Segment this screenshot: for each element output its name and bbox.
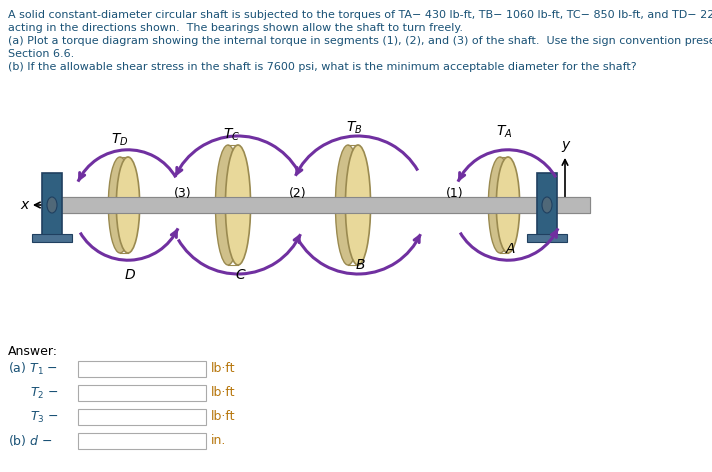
Text: C: C [235,268,245,282]
Ellipse shape [542,197,552,213]
Text: Answer:: Answer: [8,345,58,358]
Ellipse shape [226,145,251,265]
Bar [78,361,206,377]
Text: A solid constant-diameter circular shaft is subjected to the torques of TA− 430 : A solid constant-diameter circular shaft… [8,10,712,20]
Text: (a) Plot a torque diagram showing the internal torque in segments (1), (2), and : (a) Plot a torque diagram showing the in… [8,36,712,46]
Text: lb·ft: lb·ft [211,411,236,423]
Ellipse shape [345,145,371,265]
Text: (a) $T_1$ $-$: (a) $T_1$ $-$ [8,361,58,377]
Text: $T_2$ $-$: $T_2$ $-$ [30,386,58,401]
Ellipse shape [335,145,360,265]
Bar [78,433,206,449]
Ellipse shape [108,157,132,253]
Bar [78,409,206,425]
Text: y: y [561,138,569,152]
Text: Section 6.6.: Section 6.6. [8,49,74,59]
Text: in.: in. [211,435,226,447]
Ellipse shape [47,197,57,213]
Text: (1): (1) [446,186,464,200]
Bar [32,234,72,242]
Bar [78,385,206,401]
Bar [50,197,590,213]
Ellipse shape [488,157,512,253]
Text: acting in the directions shown.  The bearings shown allow the shaft to turn free: acting in the directions shown. The bear… [8,23,463,33]
Text: x: x [20,198,28,212]
Text: A: A [506,242,515,256]
Text: lb·ft: lb·ft [211,362,236,376]
Text: $T_{D}$: $T_{D}$ [111,132,129,148]
Ellipse shape [116,157,140,253]
Ellipse shape [496,157,520,253]
Bar [527,234,567,242]
Text: $T_3$ $-$: $T_3$ $-$ [30,409,58,424]
Bar [42,173,62,237]
Bar [537,173,557,237]
Bar [50,197,590,213]
Text: $T_{A}$: $T_{A}$ [496,124,512,140]
Ellipse shape [216,145,241,265]
Text: (2): (2) [289,186,307,200]
Text: (b) $d$ $-$: (b) $d$ $-$ [8,433,53,448]
Text: $T_{C}$: $T_{C}$ [224,126,241,143]
Text: $T_{B}$: $T_{B}$ [346,119,362,136]
Text: (b) If the allowable shear stress in the shaft is 7600 psi, what is the minimum : (b) If the allowable shear stress in the… [8,62,637,72]
Text: D: D [125,268,135,282]
Text: lb·ft: lb·ft [211,387,236,399]
Text: B: B [355,258,365,272]
Text: (3): (3) [174,186,192,200]
